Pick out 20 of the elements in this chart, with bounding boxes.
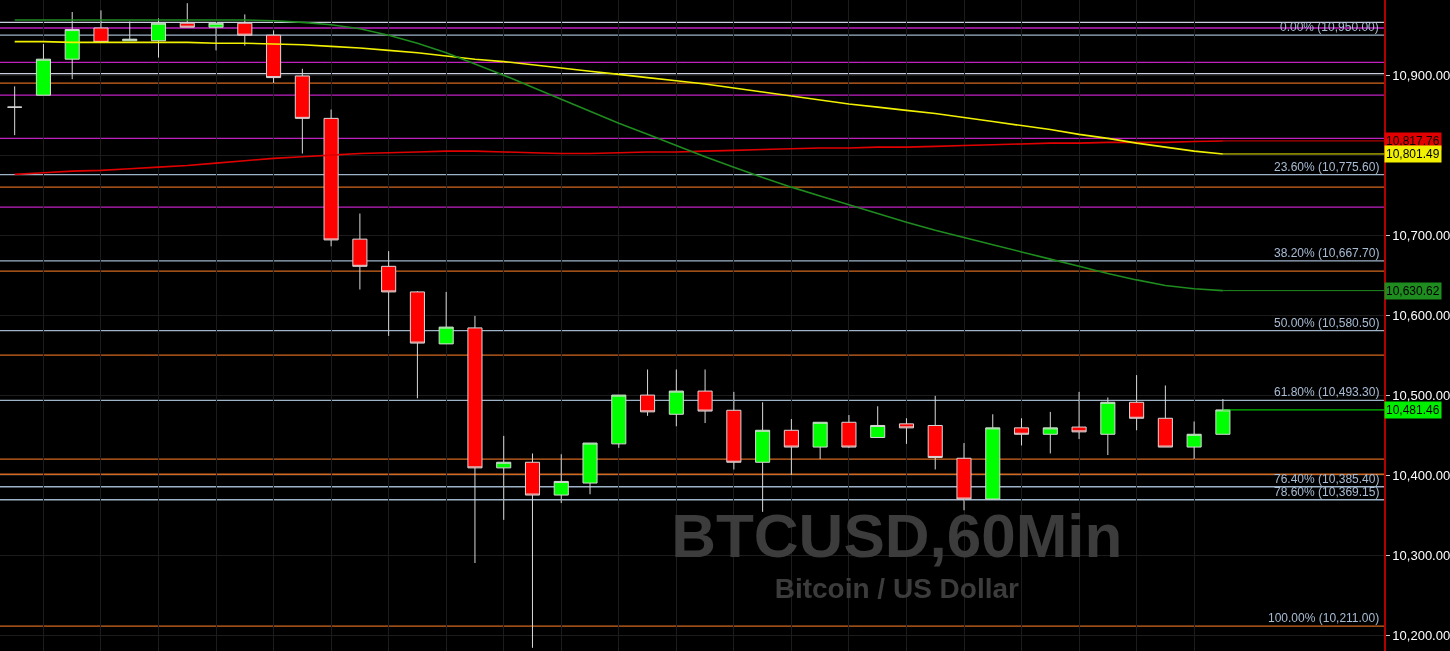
ref-line-label: 38.20% (10,667.70) [1274, 246, 1380, 260]
data-label: 10,801.49 [1386, 147, 1440, 161]
text: 10,481.46 [1386, 403, 1440, 417]
y-tick-label: 10,500.00 [1392, 387, 1450, 403]
ref-line-label: 76.40% (10,385.40) [1274, 472, 1380, 486]
y-tick-label: 10,400.00 [1392, 467, 1450, 483]
y-tick-label: 10,600.00 [1392, 307, 1450, 323]
y-tick-label: 10,700.00 [1392, 227, 1450, 243]
ref-line-label: 50.00% (10,580.50) [1274, 316, 1380, 330]
ref-line-label: 23.60% (10,775.60) [1274, 160, 1380, 174]
text: Bitcoin / US Dollar [774, 573, 1020, 605]
y-tick-label: 10,200.00 [1392, 627, 1450, 643]
ref-line-label: 78.60% (10,369.15) [1274, 485, 1380, 499]
data-label: 10,817.76 [1386, 134, 1440, 148]
y-tick-label: 10,900.00 [1392, 67, 1450, 83]
ref-line-label: 100.00% (10,211.00) [1268, 611, 1380, 625]
y-tick-label: 10,300.00 [1392, 547, 1450, 563]
ref-line-label: 61.80% (10,493.30) [1274, 385, 1380, 399]
text: BTCUSD,60Min [671, 501, 1123, 571]
data-label: 10,630.62 [1386, 284, 1440, 298]
